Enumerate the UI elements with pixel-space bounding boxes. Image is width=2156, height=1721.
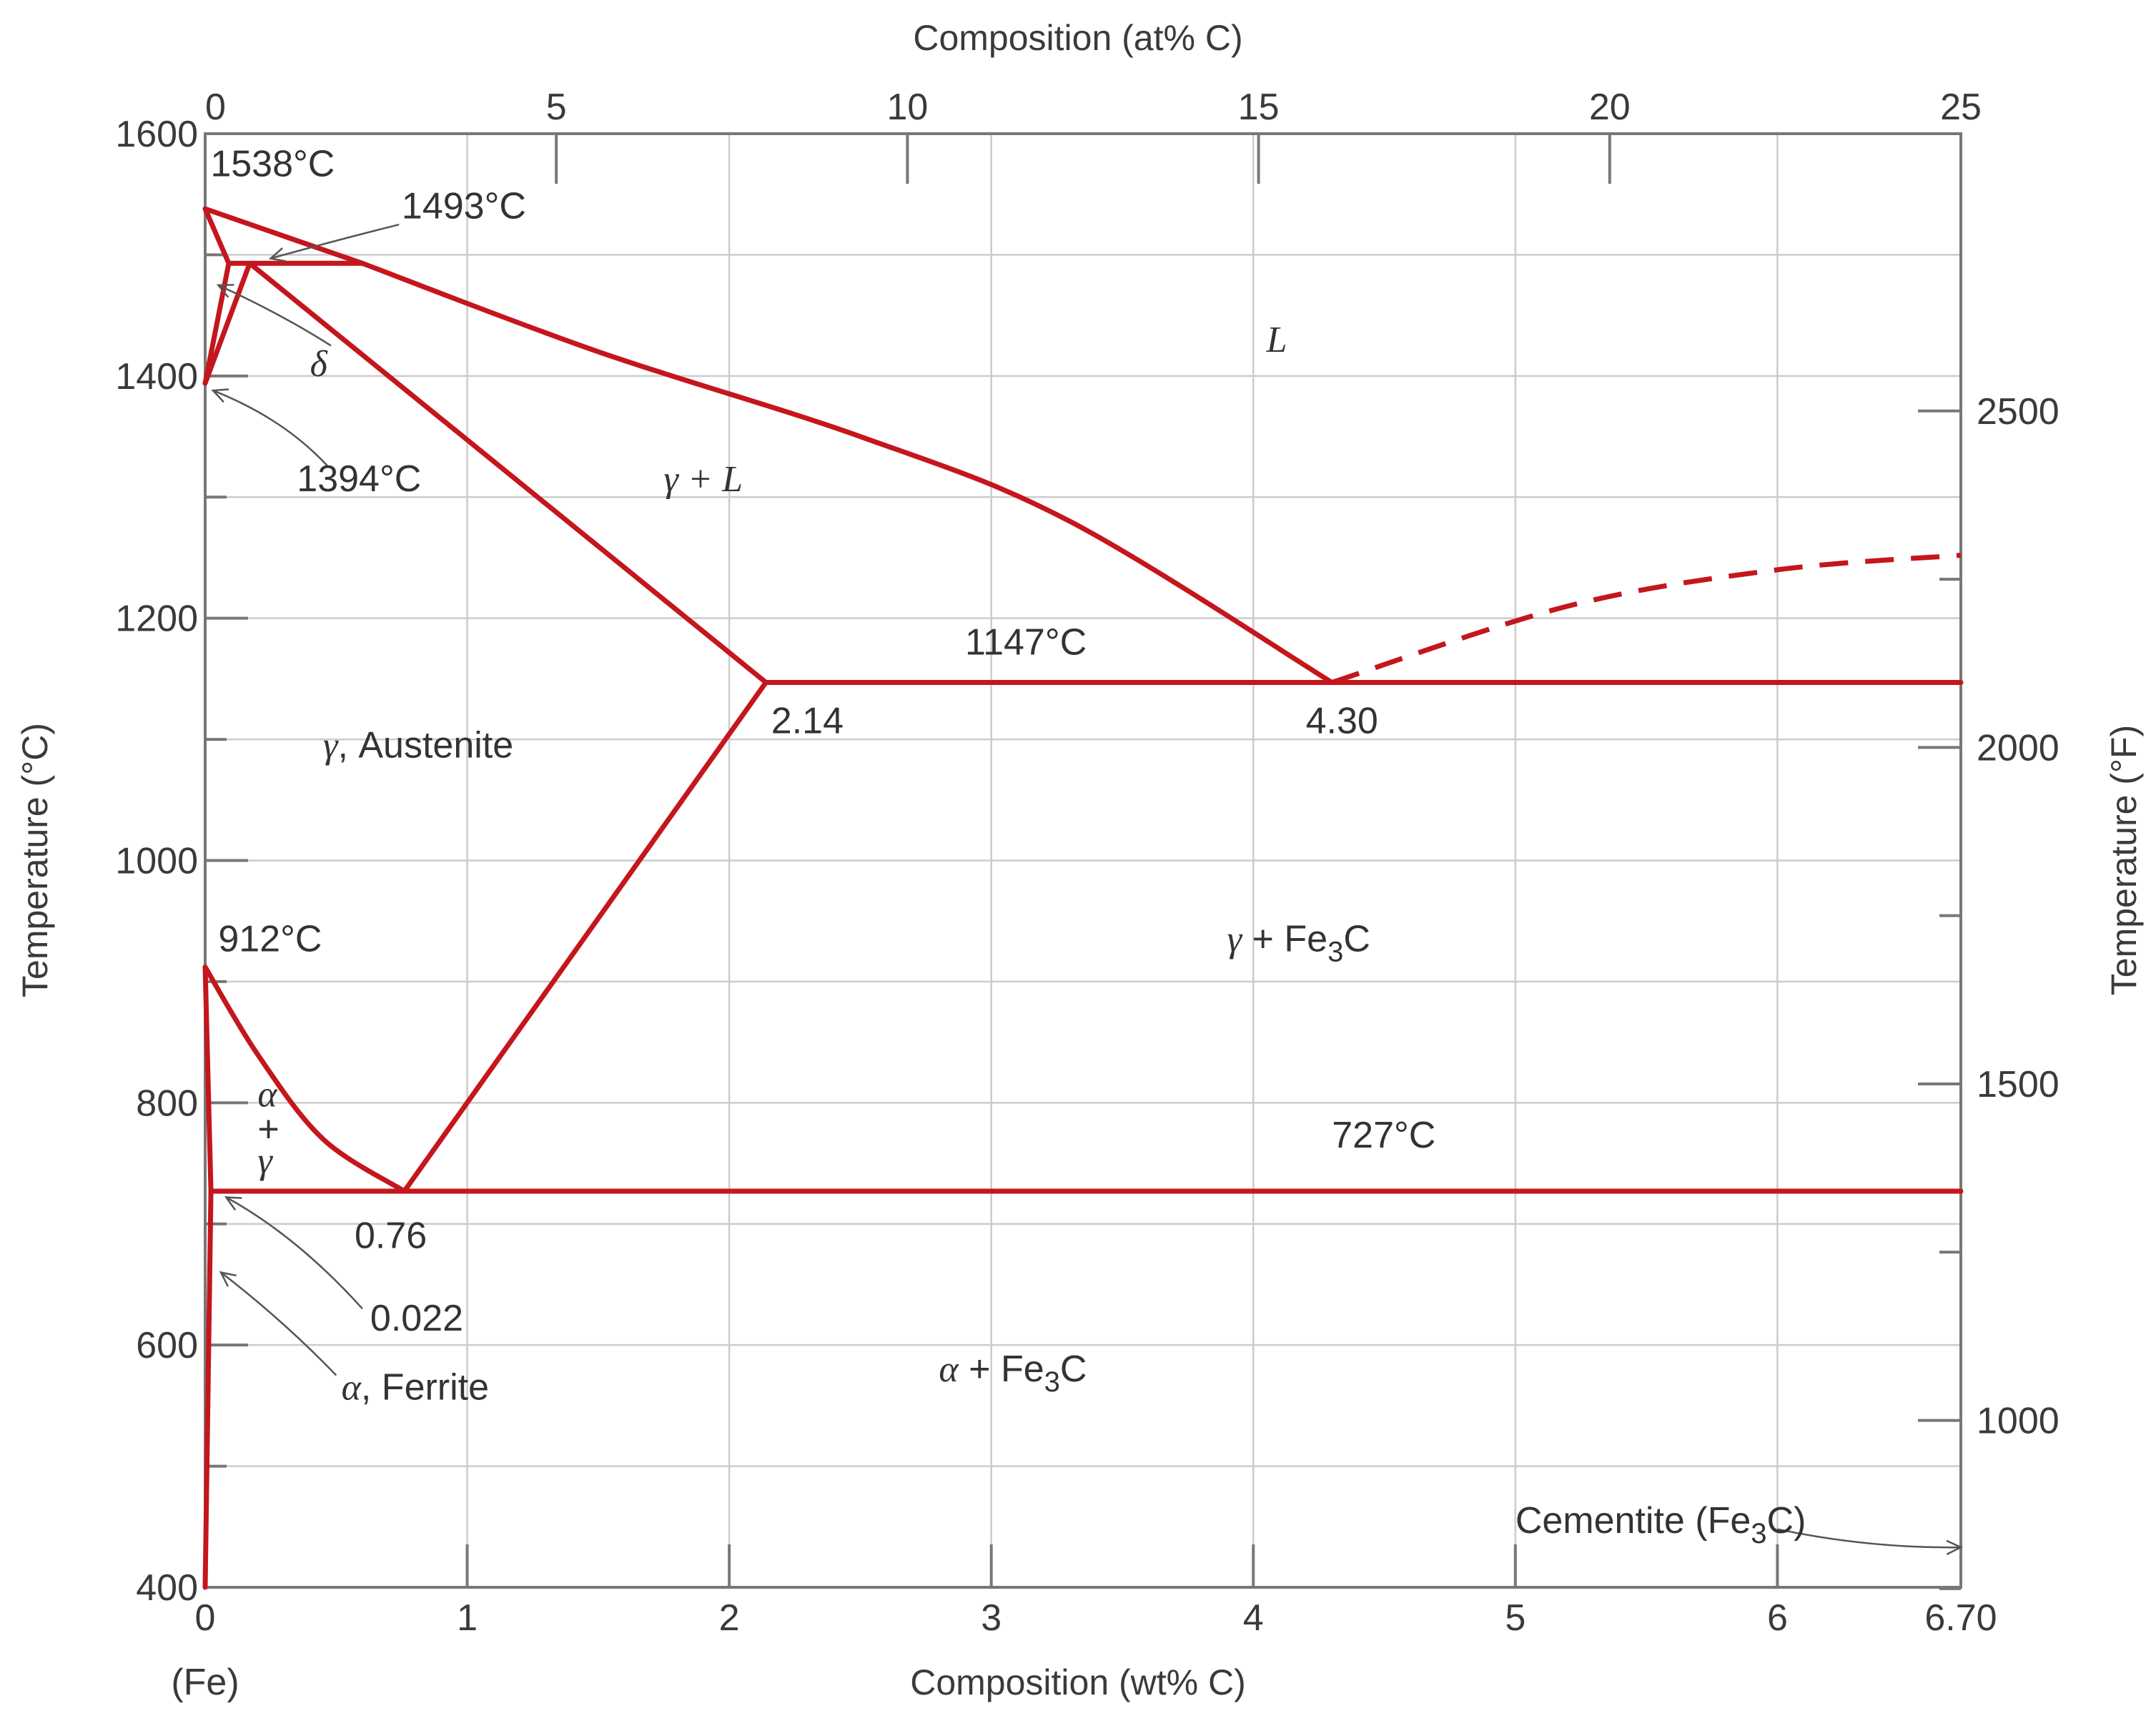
x-tick-label: 6: [1767, 1597, 1788, 1639]
y-tick-label: 400: [136, 1567, 198, 1609]
arrowhead: [268, 247, 287, 262]
y-tick-label: 1600: [115, 114, 198, 155]
x2-tick-label: 5: [546, 87, 567, 128]
y-tick-label: 1400: [115, 356, 198, 398]
annotation-label: 1538°C: [210, 143, 335, 184]
leader-arrow: [217, 284, 332, 347]
x2-tick-label: 0: [205, 87, 226, 128]
x-tick-label: 5: [1505, 1597, 1525, 1639]
phase-boundary-line: [202, 206, 232, 266]
x-tick-label: 6.70: [1924, 1597, 1997, 1639]
arrowhead: [211, 388, 229, 403]
x-tick-label: 0: [195, 1597, 216, 1639]
phase-boundary-line: [202, 206, 365, 266]
phase-boundary-dashed: [1331, 553, 1962, 685]
phase-boundary-line: [202, 965, 407, 1194]
grid-lines: [205, 134, 1961, 1587]
plot-frame: [204, 132, 1962, 1589]
leader-arrow: [220, 1271, 337, 1376]
leader-arrow: [270, 223, 400, 260]
y-tick-label: 800: [136, 1083, 198, 1124]
annotation-label: 0.022: [370, 1298, 463, 1339]
x2-tick-label: 10: [886, 87, 928, 128]
annotation-label: γ: [257, 1141, 273, 1182]
arrowhead: [1946, 1539, 1963, 1556]
x-tick-label: 1: [457, 1597, 478, 1639]
leader-arrow: [1777, 1528, 1962, 1549]
x2-tick-label: 25: [1940, 87, 1982, 128]
annotation-label: α, Ferrite: [342, 1366, 489, 1408]
y-tick-label: 600: [136, 1325, 198, 1366]
x2-axis-title: Composition (at% C): [913, 18, 1242, 58]
annotation-label: 2.14: [771, 701, 844, 742]
phase-boundaries: [202, 206, 1964, 1590]
x-tick-label: 4: [1243, 1597, 1264, 1639]
annotation-label: 912°C: [218, 919, 322, 960]
annotation-label: +: [257, 1109, 279, 1150]
arrowhead: [219, 1271, 237, 1287]
phase-boundary-line: [202, 260, 232, 386]
annotation-label: 727°C: [1332, 1115, 1435, 1156]
y-tick-label: 1000: [115, 841, 198, 882]
y2-axis-title: Temperature (°F): [2104, 725, 2144, 995]
x2-tick-label: 20: [1589, 87, 1631, 128]
arrowhead: [216, 284, 234, 298]
phase-boundary-line: [402, 679, 768, 1194]
annotation-label: L: [1266, 320, 1287, 360]
phase-boundary-line: [247, 260, 768, 685]
leader-arrow: [225, 1196, 363, 1310]
x-axis-title: Composition (wt% C): [910, 1662, 1246, 1702]
phase-boundary-line: [202, 1188, 214, 1590]
annotation-label: γ, Austenite: [323, 724, 513, 766]
y2-tick-label: 1500: [1977, 1064, 2059, 1105]
annotation-label: γ + L: [663, 459, 743, 500]
y2-tick-label: 2000: [1977, 727, 2059, 769]
annotation-label: 1394°C: [297, 458, 421, 500]
y-tick-label: 1200: [115, 598, 198, 640]
tick-labels: 0 1 2 3 4 5 6 6.70 0 5 10 15 20 25 400 600 800 1000 1200 14…: [115, 87, 2059, 1639]
phase-boundary-line: [202, 965, 214, 1194]
annotation-label: 4.30: [1306, 701, 1378, 742]
y2-tick-label: 2500: [1977, 391, 2059, 433]
annotation-label: δ: [310, 344, 328, 385]
annotation-label: 1147°C: [965, 621, 1087, 663]
phase-boundary-line: [360, 260, 1335, 685]
phase-boundary-line: [202, 260, 252, 386]
annotation-label: 1493°C: [402, 186, 526, 227]
annotation-label: α: [257, 1074, 278, 1115]
arrowhead: [224, 1196, 242, 1211]
leader-arrows: [211, 223, 1963, 1556]
y2-tick-label: 1000: [1977, 1401, 2059, 1442]
annotation-label: γ + Fe3C: [1227, 919, 1370, 968]
y-axis-title: Temperature (°C): [15, 723, 55, 997]
annotation-label: α + Fe3C: [939, 1348, 1087, 1398]
leader-arrow: [212, 389, 330, 468]
annotation-label: Cementite (Fe3C): [1515, 1500, 1806, 1549]
x-tick-label: 2: [719, 1597, 740, 1639]
annotation-label: 0.76: [355, 1215, 427, 1257]
x-origin-label: (Fe): [171, 1662, 239, 1703]
phase-labels: 1538°C 1493°C δ 1394°C Lγ + L 1147°C 2.14 4.30 γ…: [210, 143, 1806, 1549]
x2-tick-label: 15: [1238, 87, 1280, 128]
x-tick-label: 3: [981, 1597, 1002, 1639]
